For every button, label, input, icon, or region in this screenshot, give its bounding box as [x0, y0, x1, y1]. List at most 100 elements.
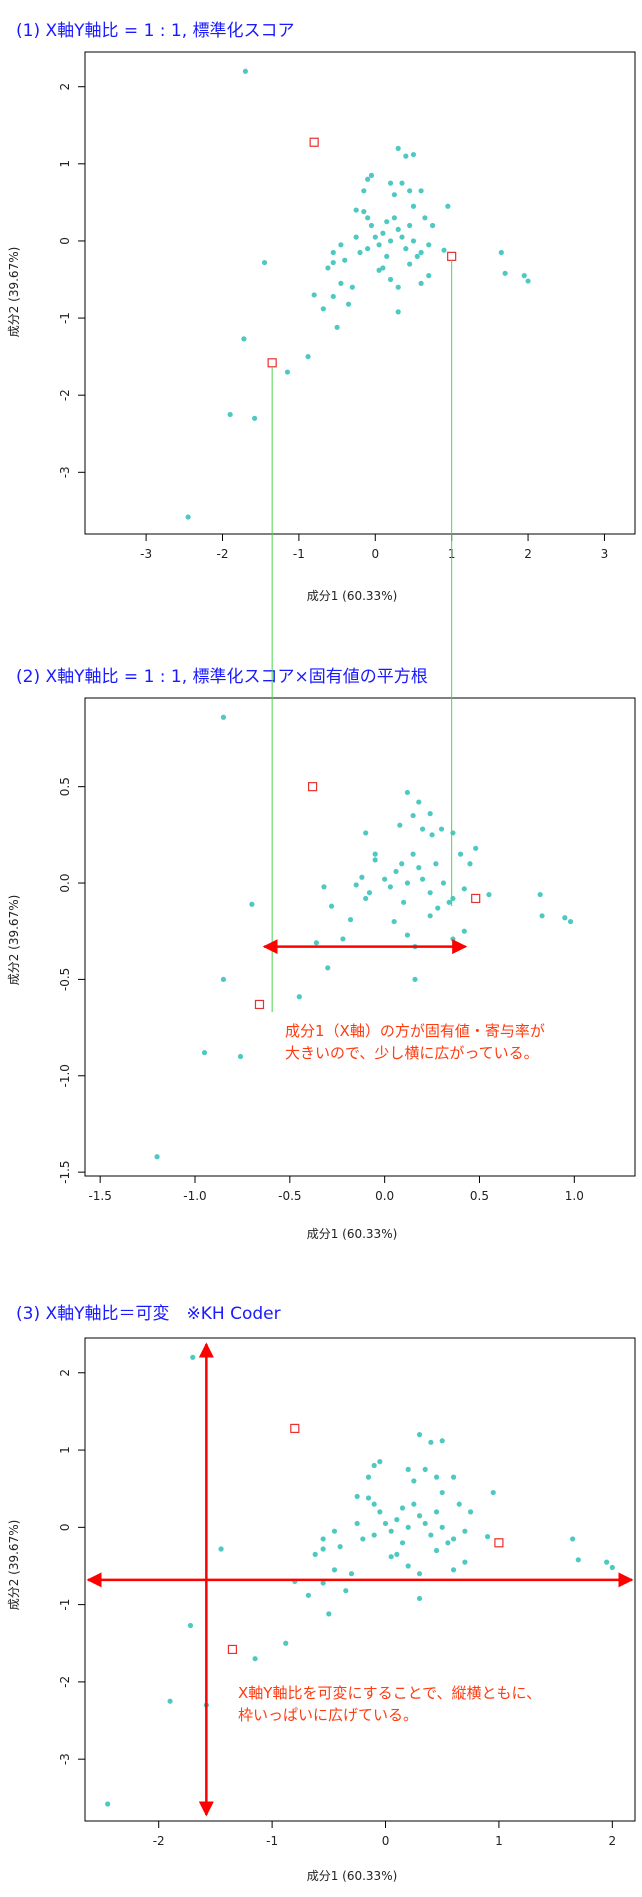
x-tick-label: -1.5	[88, 1189, 111, 1203]
panel2-xlabel: 成分1 (60.33%)	[307, 1227, 398, 1241]
data-point	[395, 309, 401, 315]
y-tick-label: -3	[58, 466, 72, 478]
data-point	[462, 1559, 468, 1565]
data-point	[450, 895, 456, 902]
data-point	[570, 1536, 576, 1542]
data-point	[187, 1622, 194, 1629]
data-point	[410, 238, 417, 244]
data-point	[220, 714, 227, 720]
data-point	[380, 265, 386, 271]
data-point	[457, 851, 464, 857]
data-point	[384, 253, 390, 259]
panel3-heading: (3) X軸Y軸比＝可変 ※KH Coder	[16, 1304, 281, 1324]
data-point	[438, 826, 445, 832]
data-point	[562, 915, 568, 921]
panel1-ylabel: 成分2 (39.67%)	[7, 247, 21, 338]
data-point	[331, 1567, 338, 1573]
data-point	[450, 1567, 457, 1573]
data-point	[388, 1528, 394, 1534]
data-point	[384, 219, 390, 225]
data-point	[422, 1466, 428, 1472]
data-point	[399, 180, 405, 186]
data-point	[450, 830, 456, 836]
data-point	[284, 369, 291, 375]
data-point	[404, 789, 411, 796]
data-point	[395, 145, 401, 151]
panel2-note-line1: 成分1（X軸）の方が固有値・寄与率が	[285, 1022, 545, 1040]
data-point	[328, 903, 335, 909]
data-point	[382, 876, 388, 882]
plot-frame	[84, 697, 636, 1177]
data-point	[403, 153, 409, 159]
data-point	[201, 1050, 208, 1056]
data-point	[365, 1474, 372, 1480]
panel3-ylabel: 成分2 (39.67%)	[7, 1520, 21, 1611]
data-point	[252, 1656, 258, 1662]
x-tick-label: 0.5	[470, 1189, 489, 1203]
data-point	[387, 276, 394, 283]
highlight-square	[267, 358, 277, 368]
data-point	[312, 1551, 318, 1557]
data-point	[418, 249, 424, 256]
data-point	[410, 203, 417, 209]
data-point	[445, 1540, 451, 1546]
data-point	[422, 215, 428, 221]
data-point	[525, 278, 531, 284]
data-point	[251, 415, 258, 421]
data-point	[326, 1611, 332, 1617]
data-point	[539, 913, 545, 919]
data-point	[418, 280, 424, 286]
data-point	[416, 1513, 423, 1519]
y-tick-label: 0	[58, 1524, 72, 1532]
data-point	[416, 1432, 423, 1438]
data-point	[338, 280, 344, 286]
data-point	[450, 936, 456, 942]
y-tick-label: 0	[58, 237, 72, 245]
data-point	[334, 324, 340, 330]
data-point	[337, 1544, 343, 1550]
x-tick-label: -3	[140, 547, 152, 561]
data-point	[427, 890, 433, 896]
data-point	[433, 1509, 440, 1515]
data-point	[349, 284, 355, 290]
x-tick-label: -1	[266, 1834, 278, 1848]
highlight-square	[447, 251, 457, 261]
data-point	[407, 222, 413, 229]
data-point	[405, 1524, 411, 1530]
panel2-ylabel: 成分2 (39.67%)	[7, 895, 21, 986]
data-point	[371, 1532, 377, 1538]
data-point	[363, 830, 369, 836]
data-point	[439, 1438, 445, 1444]
data-point	[399, 1540, 406, 1546]
data-point	[412, 976, 418, 983]
data-point	[342, 257, 348, 263]
data-point	[411, 1501, 417, 1507]
data-point	[416, 799, 422, 805]
data-point	[435, 905, 441, 911]
data-point	[372, 234, 378, 240]
data-point	[498, 249, 504, 256]
data-point	[237, 1053, 244, 1060]
x-tick-label: 2	[608, 1834, 616, 1848]
x-tick-label: -1	[293, 547, 305, 561]
data-point	[368, 172, 375, 178]
data-point	[330, 249, 336, 256]
data-point	[604, 1559, 610, 1565]
data-point	[391, 918, 397, 925]
y-tick-label: 1	[58, 1446, 72, 1454]
data-point	[353, 207, 359, 213]
x-tick-label: 1	[495, 1834, 503, 1848]
data-point	[416, 1571, 423, 1577]
data-point	[467, 1509, 474, 1515]
data-point	[376, 267, 382, 273]
data-point	[105, 1801, 111, 1807]
data-point	[305, 354, 311, 360]
data-point	[427, 811, 433, 817]
data-point	[429, 222, 436, 229]
data-point	[377, 1509, 383, 1515]
data-point	[439, 1524, 445, 1530]
data-point	[393, 868, 399, 875]
data-point	[414, 253, 420, 259]
